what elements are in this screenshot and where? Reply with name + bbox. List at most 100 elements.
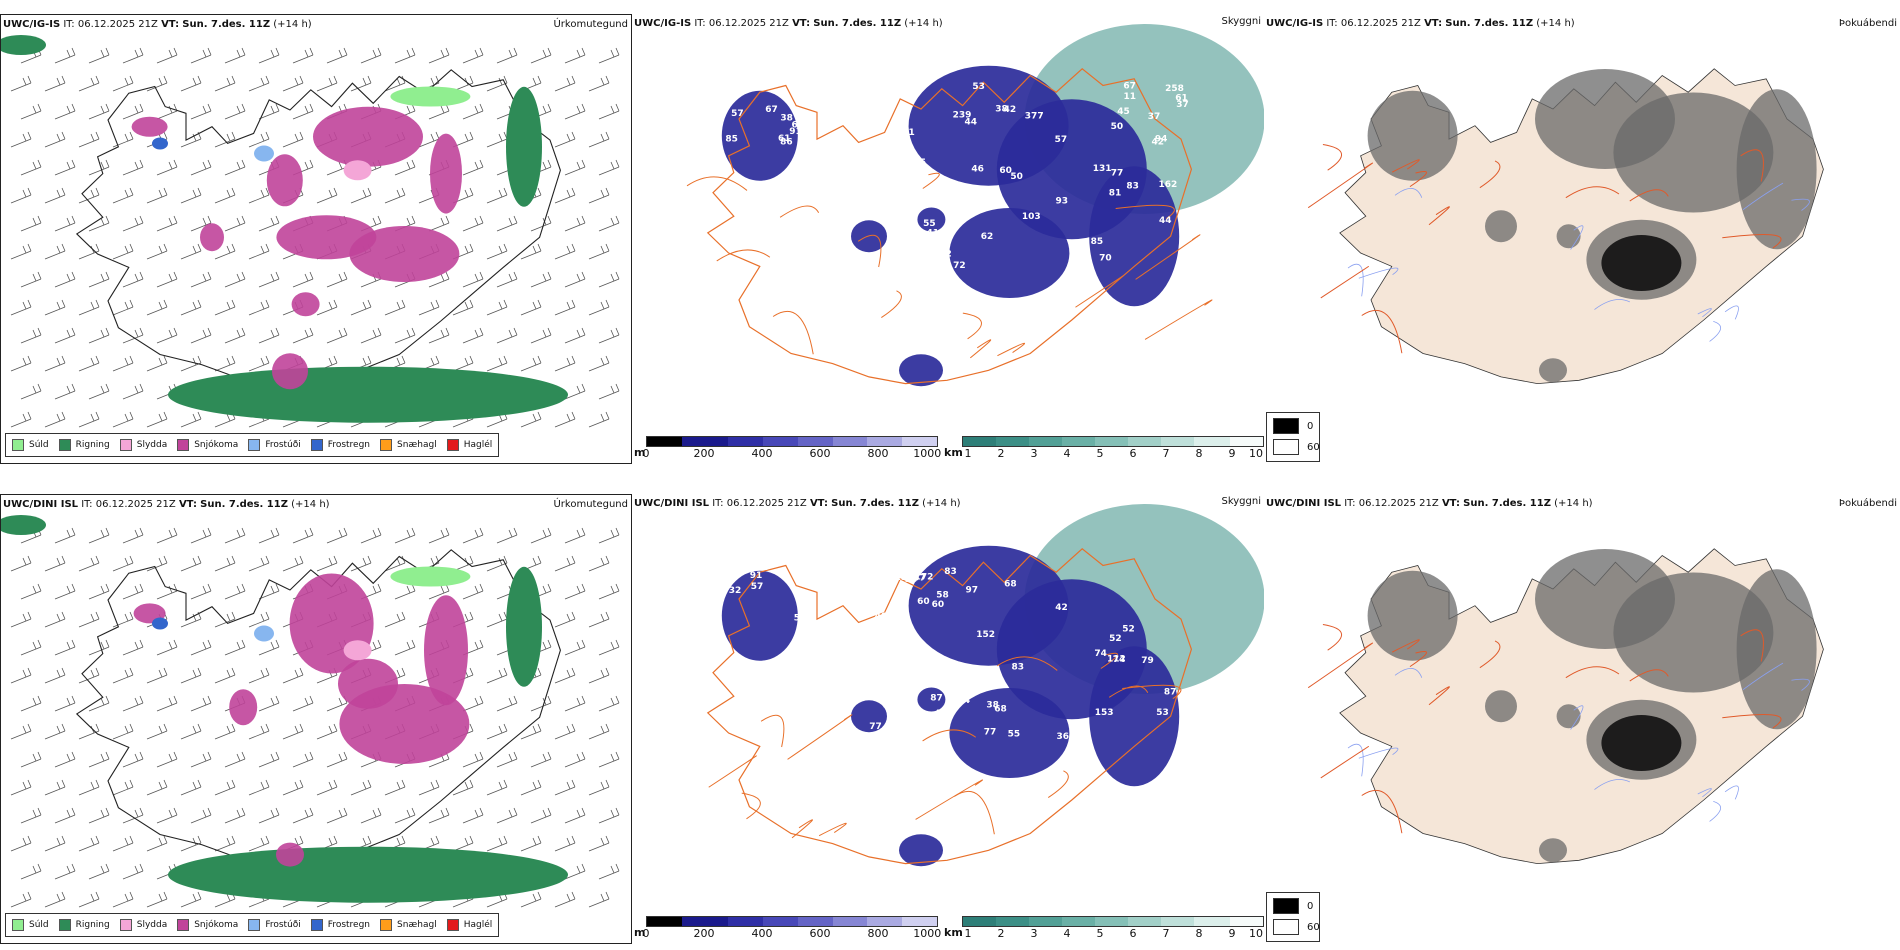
wind-barb: [598, 751, 620, 768]
cloud-areas: [721, 504, 1264, 867]
wind-barb: [224, 807, 246, 824]
river: [1709, 800, 1721, 822]
road: [1479, 160, 1501, 189]
low-cloud-area: [949, 208, 1070, 298]
wind-barb: [428, 527, 450, 544]
wind-barb: [112, 723, 134, 740]
wind-barb: [10, 75, 32, 92]
road: [962, 312, 982, 340]
snjokoma-swatch: [177, 439, 190, 451]
cloud-base-label: 55: [914, 158, 927, 168]
river: [1570, 705, 1584, 730]
precip-areas: [1, 515, 568, 903]
cloud-base-label: 37: [1148, 112, 1161, 122]
wind-barb: [88, 527, 110, 544]
freezing-rain-area: [152, 617, 168, 630]
wind-barb: [54, 327, 76, 344]
wind-barb: [146, 667, 168, 684]
low-cloud-area: [917, 207, 946, 232]
wind-barb: [588, 667, 610, 684]
cloud-base-label: 46: [971, 165, 984, 175]
wind-barb: [156, 327, 178, 344]
wind-barb: [88, 103, 110, 120]
cloud-base-label: 97: [966, 585, 979, 595]
wind-barb: [326, 327, 348, 344]
wind-barb: [554, 131, 576, 148]
road: [1122, 684, 1182, 700]
cloud-base-label: 37: [898, 221, 911, 231]
wind-barb: [20, 215, 42, 232]
wind-barb: [428, 327, 450, 344]
wind-barb: [292, 327, 314, 344]
wind-barb: [520, 891, 542, 908]
wind-barb: [282, 131, 304, 148]
wind-barb: [598, 215, 620, 232]
wind-barb: [146, 355, 168, 372]
wind-barb: [554, 891, 576, 908]
wind-barb: [258, 639, 280, 656]
wind-barb: [588, 131, 610, 148]
wind-barb: [520, 723, 542, 740]
wind-barb: [214, 299, 236, 316]
coastline: [75, 549, 561, 866]
fog-panel-2: UWC/DINI ISL IT: 06.12.2025 21Z VT: Sun.…: [1264, 494, 1900, 944]
road: [1047, 770, 1069, 798]
cloud-base-label: 258: [1165, 84, 1184, 94]
river: [1394, 668, 1423, 678]
wind-barb: [10, 891, 32, 908]
wind-barb: [564, 215, 586, 232]
wind-barb: [588, 75, 610, 92]
wind-barb: [156, 583, 178, 600]
wind-barb: [282, 75, 304, 92]
snjokoma-swatch: [177, 919, 190, 931]
wind-barb: [214, 187, 236, 204]
snow-area: [313, 106, 423, 167]
wind-barb: [190, 527, 212, 544]
wind-barb: [224, 159, 246, 176]
road: [996, 656, 1058, 671]
wind-barb: [112, 411, 134, 428]
wind-barb: [554, 835, 576, 852]
cloud-base-label: 66: [792, 120, 805, 130]
cloud-base-label: 70: [1099, 253, 1112, 263]
wind-barb: [316, 187, 338, 204]
wind-barb: [360, 527, 382, 544]
cloud-base-label: 52: [1122, 625, 1135, 635]
road: [922, 172, 940, 189]
wind-barb: [180, 723, 202, 740]
panel-header: UWC/DINI ISL IT: 06.12.2025 21Z VT: Sun.…: [634, 498, 961, 509]
wind-barb: [214, 131, 236, 148]
wind-barb: [554, 243, 576, 260]
road: [716, 249, 771, 262]
wind-barb: [78, 891, 100, 908]
wind-barb: [588, 611, 610, 628]
wind-barb: [554, 667, 576, 684]
drizzle-area: [390, 86, 471, 107]
wind-barb: [598, 383, 620, 400]
wind-barb: [10, 355, 32, 372]
river: [1791, 678, 1810, 691]
wind-barb: [588, 555, 610, 572]
panel-title: Skyggni: [1221, 496, 1261, 507]
precip-map: [1, 515, 620, 908]
road: [1629, 189, 1669, 202]
fog-area: [1556, 704, 1581, 729]
wind-barb: [462, 103, 484, 120]
cloud-base-label: 45: [729, 564, 742, 574]
road: [1391, 159, 1420, 173]
wind-barb: [598, 639, 620, 656]
cloud-base-label: 58: [936, 590, 949, 600]
wind-barb: [10, 187, 32, 204]
fog-legend-2: 0 60: [1266, 892, 1320, 942]
wind-barb: [282, 555, 304, 572]
wind-barb: [496, 751, 518, 768]
cloud-base-label: 77: [984, 727, 997, 737]
wind-barb: [224, 271, 246, 288]
wind-barb: [44, 411, 66, 428]
wind-barb: [486, 835, 508, 852]
wind-barb: [190, 639, 212, 656]
panel-title: Þokuábendi: [1838, 18, 1897, 29]
wind-barb: [20, 159, 42, 176]
dense-fog-area: [1601, 235, 1682, 292]
wind-barb: [530, 695, 552, 712]
